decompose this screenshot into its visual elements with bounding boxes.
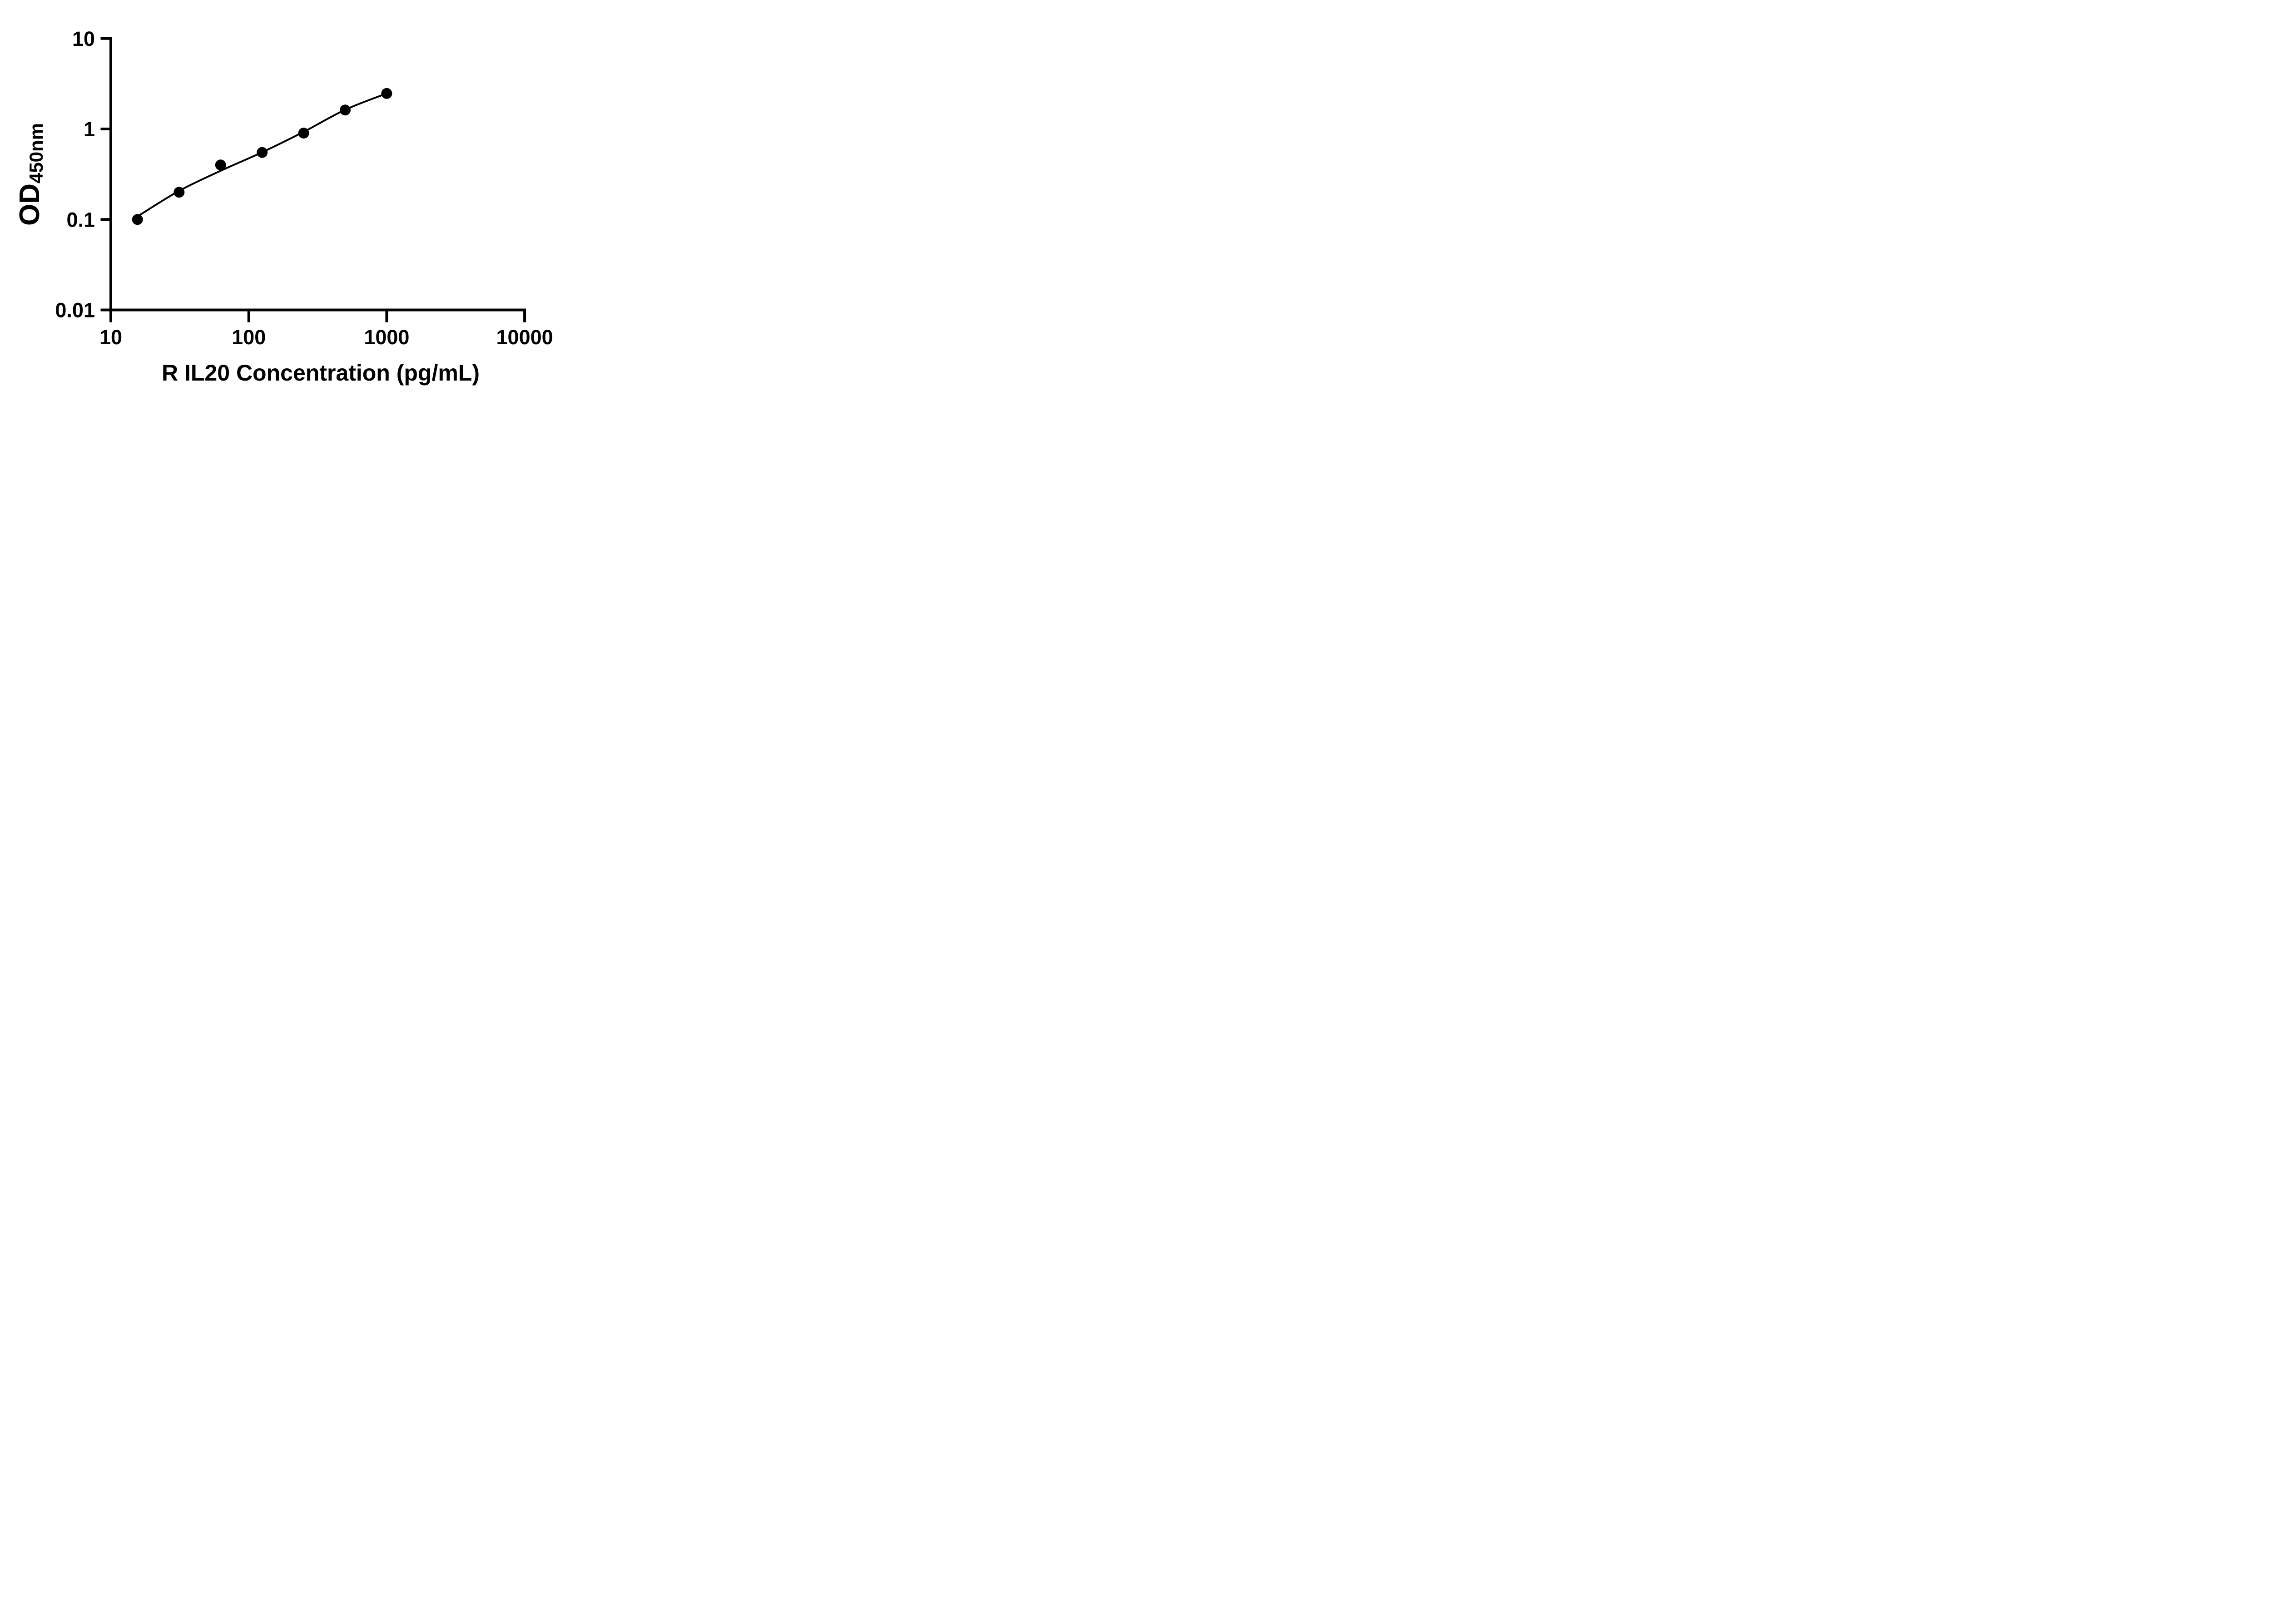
data-point-marker: [174, 187, 185, 198]
x-axis-tick-labels: 10 100 1000 10000: [99, 326, 553, 349]
data-point-marker: [340, 104, 351, 116]
y-tick-label: 10: [72, 27, 95, 50]
x-tick-label: 10: [99, 326, 122, 349]
data-point-marker: [257, 147, 268, 158]
y-axis-title: OD450nm: [14, 123, 47, 226]
y-axis-title-sub: 450nm: [25, 123, 47, 183]
y-tick-label: 1: [84, 118, 95, 141]
standard-curve-chart: 10 1 0.1 0.01 10 100 1000 10000 R IL20 Concent…: [14, 27, 553, 386]
y-tick-label: 0.1: [66, 208, 95, 231]
y-axis-tick-labels: 10 1 0.1 0.01: [55, 27, 95, 322]
y-axis-ticks: [100, 37, 111, 312]
elisa-standard-curve-figure: 10 1 0.1 0.01 10 100 1000 10000 R IL20 Concent…: [0, 0, 584, 406]
x-tick-label: 1000: [364, 326, 409, 349]
data-point-marker: [298, 128, 309, 139]
y-axis-title-main: OD: [14, 183, 45, 226]
x-axis-ticks: [109, 310, 526, 322]
x-tick-label: 10000: [496, 326, 553, 349]
data-point-marker: [132, 214, 143, 225]
data-point-markers: [132, 88, 392, 225]
x-tick-label: 100: [232, 326, 266, 349]
data-point-marker: [215, 159, 226, 171]
data-point-marker: [381, 88, 392, 99]
y-tick-label: 0.01: [55, 299, 95, 322]
x-axis-title: R IL20 Concentration (pg/mL): [162, 360, 480, 386]
